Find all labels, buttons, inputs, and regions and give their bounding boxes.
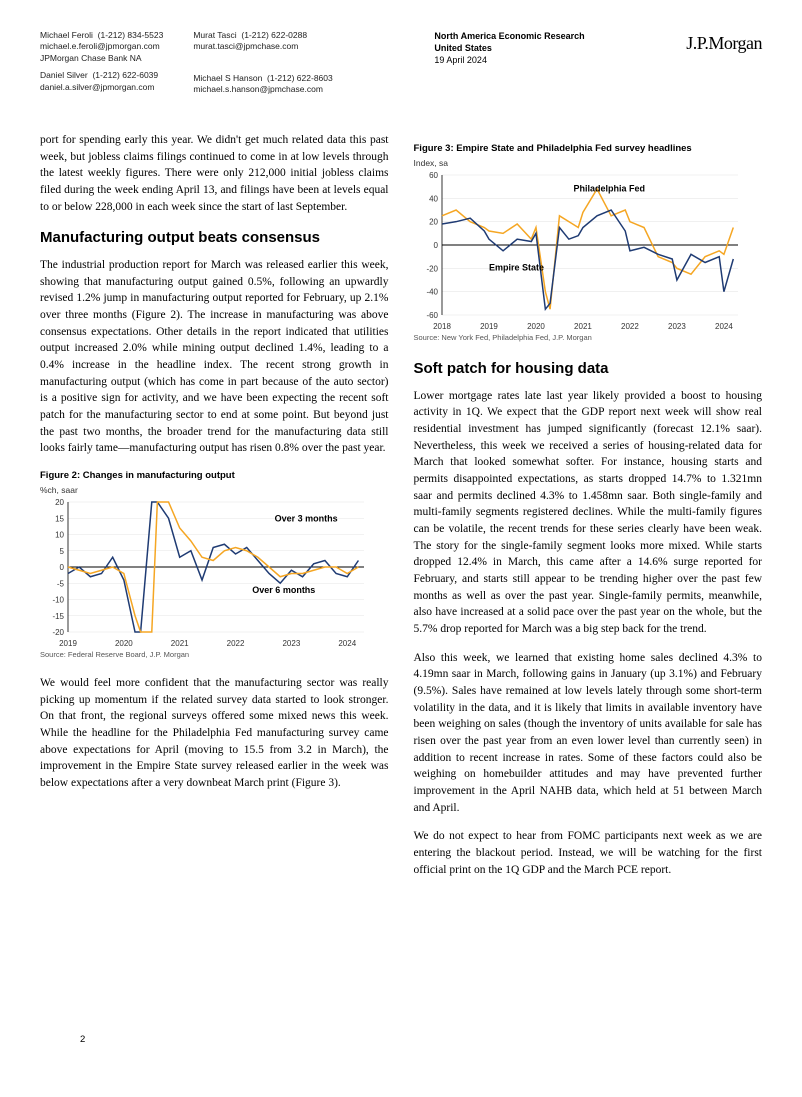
figure-ylabel: %ch, saar xyxy=(40,484,389,496)
svg-text:2023: 2023 xyxy=(668,322,686,331)
figure-source: Source: New York Fed, Philadelphia Fed, … xyxy=(414,333,763,344)
figure-ylabel: Index, sa xyxy=(414,157,763,169)
author-entry: Michael S Hanson (1-212) 622-8603 michae… xyxy=(193,73,332,96)
author-col-1: Michael Feroli (1-212) 834-5523 michael.… xyxy=(40,30,163,102)
body-paragraph: We would feel more confident that the ma… xyxy=(40,675,389,792)
svg-text:2021: 2021 xyxy=(574,322,592,331)
author-name: Michael Feroli xyxy=(40,30,93,40)
author-phone: (1-212) 622-8603 xyxy=(267,73,333,83)
author-entry: Michael Feroli (1-212) 834-5523 michael.… xyxy=(40,30,163,64)
svg-text:60: 60 xyxy=(429,171,438,180)
svg-text:0: 0 xyxy=(60,563,65,572)
svg-text:Empire State: Empire State xyxy=(488,263,543,273)
author-name: Michael S Hanson xyxy=(193,73,262,83)
svg-text:40: 40 xyxy=(429,194,438,203)
svg-text:2020: 2020 xyxy=(527,322,545,331)
svg-text:10: 10 xyxy=(55,531,64,540)
svg-text:20: 20 xyxy=(55,498,64,507)
svg-text:2019: 2019 xyxy=(480,322,498,331)
figure-title: Figure 3: Empire State and Philadelphia … xyxy=(414,142,763,156)
svg-text:-60: -60 xyxy=(426,311,438,320)
svg-text:2022: 2022 xyxy=(621,322,639,331)
figure-title: Figure 2: Changes in manufacturing outpu… xyxy=(40,469,389,483)
right-column: Figure 3: Empire State and Philadelphia … xyxy=(414,132,763,891)
figure-source: Source: Federal Reserve Board, J.P. Morg… xyxy=(40,650,389,661)
body-columns: port for spending early this year. We di… xyxy=(40,132,762,891)
body-paragraph: The industrial production report for Mar… xyxy=(40,257,389,457)
svg-text:2024: 2024 xyxy=(338,639,356,648)
region-label: United States xyxy=(434,42,584,54)
figure-3: Figure 3: Empire State and Philadelphia … xyxy=(414,142,763,344)
svg-text:5: 5 xyxy=(60,547,65,556)
author-phone: (1-212) 622-6039 xyxy=(92,70,158,80)
svg-text:Philadelphia Fed: Philadelphia Fed xyxy=(573,183,645,193)
svg-text:20: 20 xyxy=(429,218,438,227)
author-entry: Murat Tasci (1-212) 622-0288 murat.tasci… xyxy=(193,30,332,53)
svg-text:0: 0 xyxy=(433,241,438,250)
svg-text:2021: 2021 xyxy=(171,639,189,648)
author-block: Michael Feroli (1-212) 834-5523 michael.… xyxy=(40,30,333,102)
svg-text:-20: -20 xyxy=(426,264,438,273)
section-heading: Soft patch for housing data xyxy=(414,358,763,380)
svg-text:-15: -15 xyxy=(52,612,64,621)
svg-text:2023: 2023 xyxy=(282,639,300,648)
svg-text:-40: -40 xyxy=(426,288,438,297)
author-phone: (1-212) 834-5523 xyxy=(98,30,164,40)
dept-label: North America Economic Research xyxy=(434,30,584,42)
svg-text:15: 15 xyxy=(55,514,64,523)
author-phone: (1-212) 622-0288 xyxy=(241,30,307,40)
svg-text:2024: 2024 xyxy=(715,322,733,331)
date-label: 19 April 2024 xyxy=(434,54,584,66)
doc-meta: North America Economic Research United S… xyxy=(434,30,584,66)
author-entry: Daniel Silver (1-212) 622-6039 daniel.a.… xyxy=(40,70,163,93)
author-email: murat.tasci@jpmchase.com xyxy=(193,41,332,52)
page-number: 2 xyxy=(80,1033,85,1047)
section-heading: Manufacturing output beats consensus xyxy=(40,227,389,249)
left-column: port for spending early this year. We di… xyxy=(40,132,389,891)
svg-text:-20: -20 xyxy=(52,628,64,637)
svg-text:2018: 2018 xyxy=(433,322,451,331)
author-col-2: Murat Tasci (1-212) 622-0288 murat.tasci… xyxy=(193,30,332,102)
page-header: Michael Feroli (1-212) 834-5523 michael.… xyxy=(40,30,762,102)
figure-2: Figure 2: Changes in manufacturing outpu… xyxy=(40,469,389,661)
author-org: JPMorgan Chase Bank NA xyxy=(40,53,163,64)
svg-text:2019: 2019 xyxy=(59,639,77,648)
svg-text:-10: -10 xyxy=(52,596,64,605)
body-paragraph: port for spending early this year. We di… xyxy=(40,132,389,215)
author-name: Daniel Silver xyxy=(40,70,88,80)
jpmorgan-logo: J.P.Morgan xyxy=(686,30,762,56)
svg-text:2022: 2022 xyxy=(227,639,245,648)
figure-3-chart: -60 -40 -20 0 20 40 60 2018 2019 2020 2021 2022 2023… xyxy=(414,171,744,331)
author-name: Murat Tasci xyxy=(193,30,236,40)
author-email: michael.e.feroli@jpmorgan.com xyxy=(40,41,163,52)
figure-2-chart: -20 -15 -10 -5 0 5 10 15 20 2019 2020 2021 2022 2023 2… xyxy=(40,498,370,648)
svg-text:-5: -5 xyxy=(57,579,65,588)
author-email: michael.s.hanson@jpmchase.com xyxy=(193,84,332,95)
svg-text:Over 3 months: Over 3 months xyxy=(275,514,338,524)
svg-text:Over 6 months: Over 6 months xyxy=(252,585,315,595)
body-paragraph: Lower mortgage rates late last year like… xyxy=(414,388,763,638)
svg-text:2020: 2020 xyxy=(115,639,133,648)
body-paragraph: We do not expect to hear from FOMC parti… xyxy=(414,828,763,878)
author-email: daniel.a.silver@jpmorgan.com xyxy=(40,82,163,93)
body-paragraph: Also this week, we learned that existing… xyxy=(414,650,763,817)
